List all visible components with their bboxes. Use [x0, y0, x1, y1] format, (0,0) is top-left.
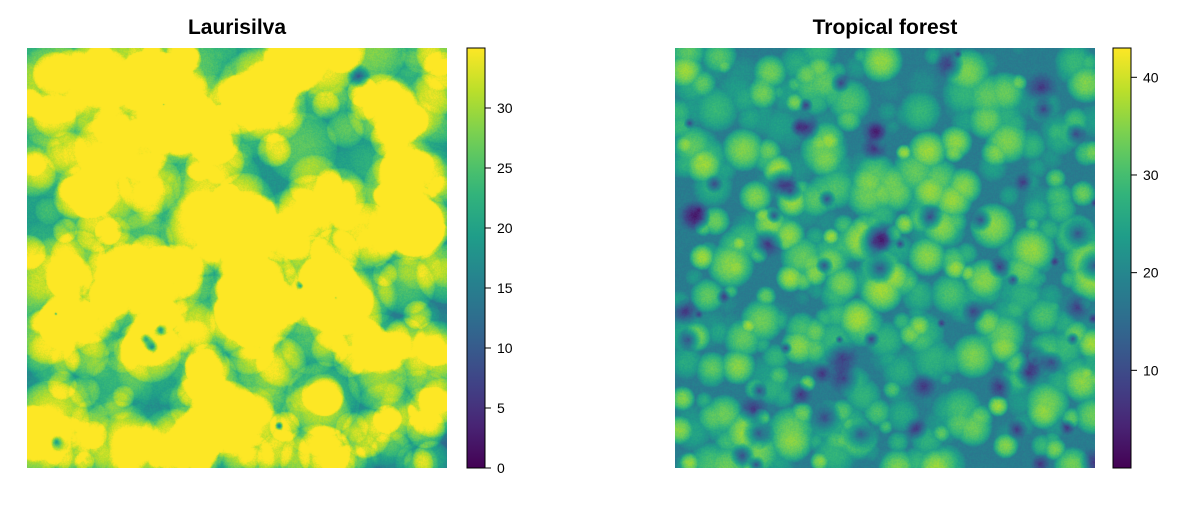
- laurisilva-panel: Laurisilva 0 5 10 15 20 25 30: [27, 0, 547, 508]
- laurisilva-title: Laurisilva: [187, 16, 287, 39]
- colorbar-tick-label: 15: [497, 280, 513, 296]
- tropical-forest-colorbar: 10 20 30 40: [1112, 47, 1159, 469]
- colorbar-tick-label: 5: [497, 400, 505, 416]
- colorbar-gradient: [1112, 47, 1132, 469]
- laurisilva-canopy-raster: [27, 48, 447, 468]
- colorbar-tick-label: 25: [497, 160, 513, 176]
- colorbar-tick-label: 30: [497, 100, 513, 116]
- colorbar-gradient: [466, 47, 486, 469]
- colorbar-tick-label: 10: [1143, 362, 1159, 378]
- colorbar-tick-label: 0: [497, 460, 505, 476]
- tropical-forest-canopy-raster: [675, 48, 1095, 468]
- colorbar-tick-label: 40: [1143, 69, 1159, 85]
- tropical-forest-title: Tropical forest: [812, 16, 958, 39]
- colorbar-tick-label: 10: [497, 340, 513, 356]
- colorbar-tick-label: 20: [1143, 265, 1159, 281]
- colorbar-tick-label: 20: [497, 220, 513, 236]
- laurisilva-colorbar: 0 5 10 15 20 25 30: [466, 47, 513, 476]
- colorbar-tick-label: 30: [1143, 167, 1159, 183]
- tropical-forest-panel: Tropical forest 10 20 30 40: [675, 0, 1195, 508]
